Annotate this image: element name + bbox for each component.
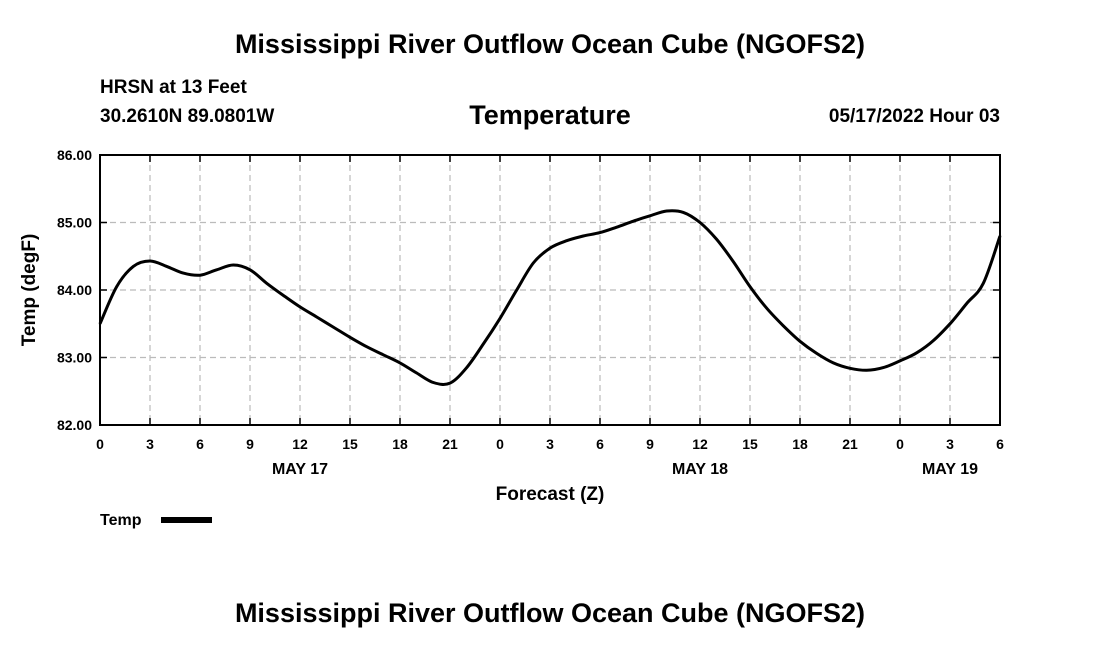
x-tick-label: 0 [496,436,504,452]
x-tick-label: 21 [842,436,858,452]
station-label: HRSN at 13 Feet [100,77,247,98]
temp-data-point [565,239,568,242]
footer-title: Mississippi River Outflow Ocean Cube (NG… [234,598,866,628]
x-tick-label: 18 [792,436,808,452]
temp-data-point [648,214,652,217]
grid [100,155,1000,425]
x-tick-label: 3 [546,436,554,452]
temp-data-point [798,340,802,343]
temp-data-point [365,345,368,348]
temp-data-point [98,322,102,325]
x-axis-label: Forecast (Z) [496,484,605,505]
temp-data-point [965,302,968,305]
temp-data-point [232,263,235,267]
temp-data-point [665,209,668,213]
temp-data-point [582,234,585,238]
temp-data-point [515,288,518,292]
temp-data-point [948,322,952,325]
temp-data-point [282,294,285,297]
temp-data-point [915,351,918,354]
x-tick-label: 3 [146,436,154,452]
x-tick-label: 21 [442,436,458,452]
temp-data-point [732,260,735,263]
temp-data-point [982,282,985,285]
station-coordinates: 30.2610N 89.0801W [100,106,275,127]
temp-data-point [332,325,335,329]
date-label: MAY 17 [272,461,328,478]
series-layer [98,209,1002,386]
temp-data-point [815,352,818,355]
x-tick-label: 15 [342,436,358,452]
chart-subtitle: Temperature [469,100,631,130]
temp-data-point [782,324,785,327]
temp-data-point [848,367,852,370]
temp-data-point [315,315,318,319]
x-tick-label: 0 [896,436,904,452]
y-tick-label: 86.00 [57,147,92,163]
x-tick-label: 15 [742,436,758,452]
temp-data-point [548,246,552,250]
temp-data-point [265,282,268,285]
temp-data-point [748,285,752,288]
temp-data-point [998,234,1002,238]
temp-data-point [715,238,718,241]
y-tick-label: 82.00 [57,417,92,433]
temp-data-point [532,261,535,265]
temp-data-point [865,369,868,372]
temp-data-point [765,307,768,310]
temp-data-point [382,353,385,356]
temp-data-point [432,381,435,384]
temp-data-point [465,366,468,369]
temp-data-point [698,221,702,224]
temp-data-point [448,381,452,385]
temp-data-point [298,305,302,309]
date-label: MAY 19 [922,461,978,478]
temp-data-point [248,268,252,271]
x-tick-label: 12 [692,436,708,452]
date-label: MAY 18 [672,461,728,478]
temp-data-point [598,231,602,234]
temp-data-point [148,259,152,263]
legend-label: Temp [100,512,142,529]
temp-data-point [632,220,635,223]
temp-data-point [348,336,352,339]
y-tick-label: 83.00 [57,350,92,366]
x-tick-label: 0 [96,436,104,452]
x-tick-label: 3 [946,436,954,452]
temp-data-point [932,339,935,342]
temp-data-point [215,268,218,271]
y-axis-label: Temp (degF) [19,234,40,347]
temp-data-point [482,342,485,346]
chart-title: Mississippi River Outflow Ocean Cube (NG… [234,29,866,59]
temp-data-point [882,366,885,369]
x-tick-label: 9 [646,436,654,452]
temp-data-point [165,265,168,268]
x-tick-label: 6 [596,436,604,452]
temp-data-point [682,211,685,214]
x-tick-label: 6 [996,436,1004,452]
temp-data-point [498,317,502,320]
x-tick-label: 6 [196,436,204,452]
temp-data-point [182,271,185,275]
y-tick-label: 84.00 [57,282,92,298]
forecast-timestamp: 05/17/2022 Hour 03 [828,106,1000,127]
axis-ticks: 0 3 6 9 12 15 18 21 0 3 6 9 12 15 18 21 0 3 6 82.00 83.00 84.… [57,147,1004,478]
legend: Temp [100,512,212,529]
x-tick-label: 18 [392,436,408,452]
temp-data-point [832,361,835,365]
x-tick-label: 12 [292,436,308,452]
temp-data-point [415,371,418,375]
temp-data-point [115,285,118,288]
x-tick-label: 9 [246,436,254,452]
temp-data-point [398,361,402,365]
y-tick-label: 85.00 [57,215,92,231]
temp-data-point [898,359,902,363]
temp-data-point [132,265,135,268]
temp-data-point [615,226,618,229]
temp-data-point [198,274,202,277]
